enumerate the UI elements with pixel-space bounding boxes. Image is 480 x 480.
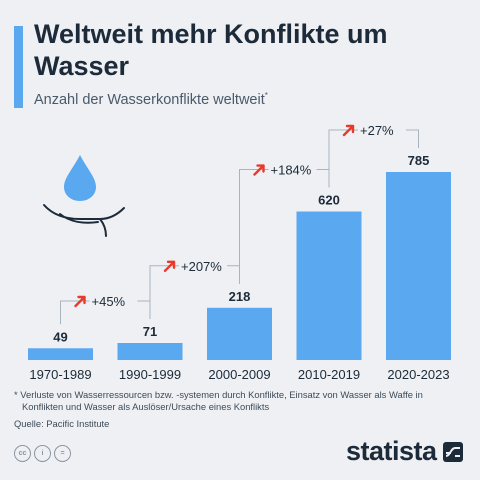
arrow-up-icon bbox=[253, 164, 265, 176]
value-label: 218 bbox=[229, 289, 251, 304]
bar-1970-1989 bbox=[28, 348, 93, 360]
change-label: +184% bbox=[271, 163, 312, 178]
nd-icon[interactable]: = bbox=[54, 445, 71, 462]
category-label: 2000-2009 bbox=[208, 367, 270, 382]
change-label-bg bbox=[268, 161, 317, 178]
bar-2010-2019 bbox=[296, 211, 362, 360]
change-label-bg bbox=[179, 257, 227, 274]
water-drop-icon bbox=[64, 155, 96, 201]
water-hand-icon bbox=[43, 155, 125, 237]
open-hand-icon bbox=[43, 204, 125, 237]
value-label: 620 bbox=[318, 193, 340, 208]
value-label: 49 bbox=[53, 329, 67, 344]
license-icons: cc i = bbox=[14, 445, 71, 462]
subtitle-text: Anzahl der Wasserkonflikte weltweit bbox=[34, 92, 265, 108]
by-icon[interactable]: i bbox=[34, 445, 51, 462]
value-label: 785 bbox=[408, 153, 430, 168]
arrow-up-icon bbox=[163, 260, 176, 272]
category-label: 2010-2019 bbox=[298, 367, 360, 382]
cc-icon[interactable]: cc bbox=[14, 445, 31, 462]
title-accent-bar bbox=[14, 26, 23, 108]
change-label-bg bbox=[89, 292, 138, 309]
source-text: Quelle: Pacific Institute bbox=[14, 418, 110, 429]
category-label: 1970-1989 bbox=[29, 367, 91, 382]
statista-logo[interactable]: statista bbox=[346, 436, 463, 467]
change-label-bg bbox=[358, 122, 406, 138]
change-label: +45% bbox=[92, 294, 126, 309]
subtitle-marker: * bbox=[264, 91, 268, 100]
category-label: 2020-2023 bbox=[387, 367, 449, 382]
chart-subtitle: Anzahl der Wasserkonflikte weltweit* bbox=[34, 91, 268, 108]
chart-title: Weltweit mehr Konflikte um Wasser bbox=[34, 19, 388, 81]
footnote-text: * Verluste von Wasserressourcen bzw. -sy… bbox=[14, 389, 423, 412]
statista-logo-icon bbox=[442, 441, 463, 462]
bar-1990-1999 bbox=[117, 342, 183, 360]
arrow-up-icon bbox=[342, 124, 355, 137]
arrow-up-icon bbox=[74, 295, 86, 308]
category-label: 1990-1999 bbox=[119, 367, 181, 382]
brand-text: statista bbox=[346, 436, 437, 466]
footnote: * Verluste von Wasserressourcen bzw. -sy… bbox=[14, 389, 466, 413]
bar-2000-2009 bbox=[207, 307, 272, 360]
change-label: +27% bbox=[360, 123, 394, 138]
change-label: +207% bbox=[181, 259, 222, 274]
bar-2020-2023 bbox=[386, 172, 451, 360]
bars-layer: 49 1970-1989 71 1990-1999 218 2000-2009 620 201… bbox=[28, 122, 451, 382]
value-label: 71 bbox=[143, 324, 157, 339]
